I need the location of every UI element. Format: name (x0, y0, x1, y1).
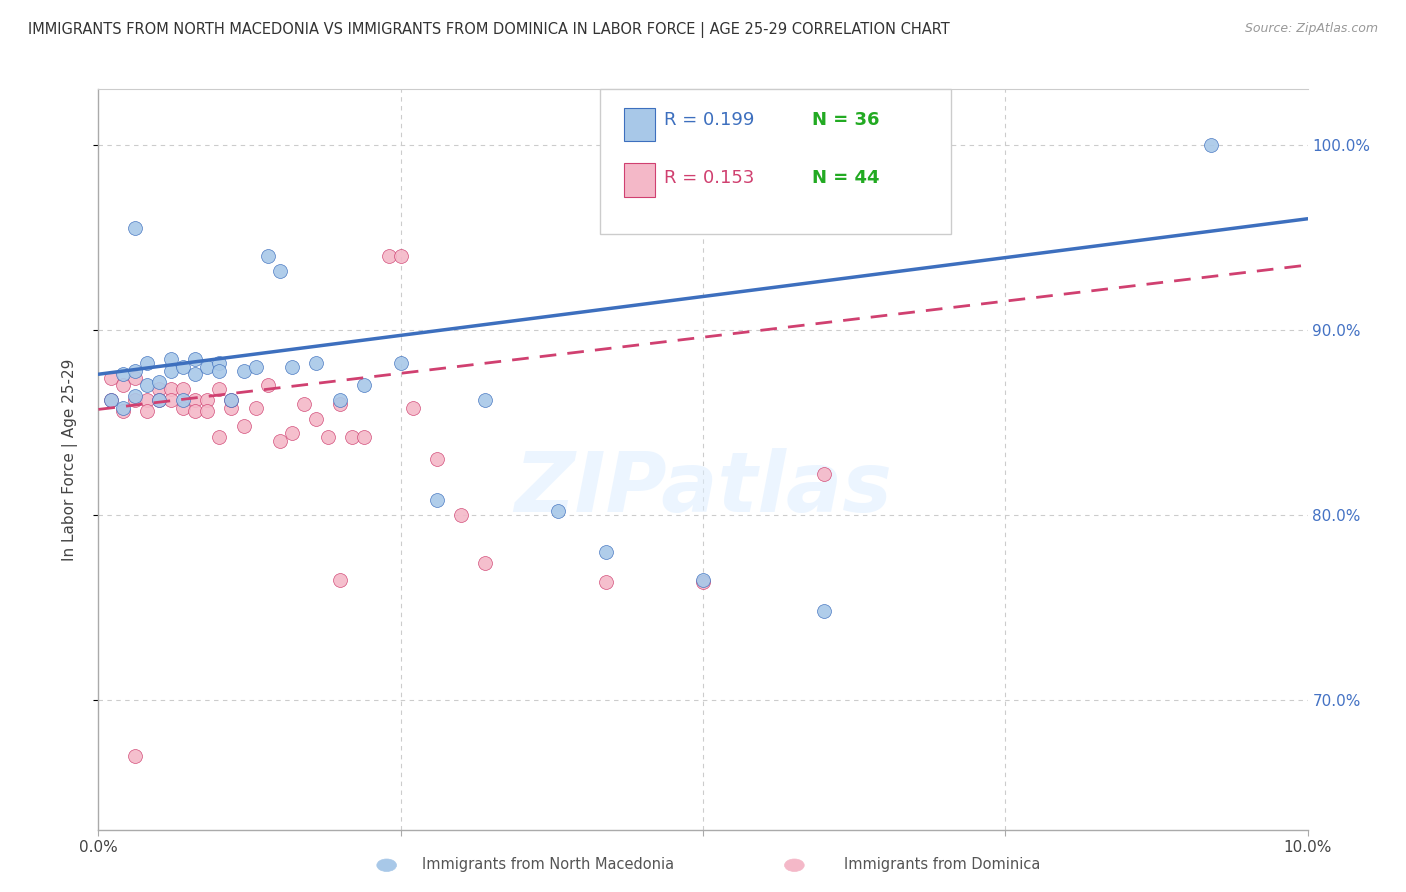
Point (377, 249, 399, 263)
Point (281, 426, 304, 441)
Point (100, 393, 122, 408)
Point (208, 363, 231, 377)
Point (269, 434, 291, 448)
Point (172, 401, 194, 415)
Point (342, 430, 364, 444)
Point (1199, 137, 1222, 152)
Point (100, 393, 122, 408)
Point (111, 404, 134, 418)
Point (329, 573, 352, 587)
Point (595, 545, 617, 559)
Point (389, 356, 412, 370)
Point (256, 378, 278, 392)
Point (353, 430, 375, 444)
Point (124, 221, 146, 235)
Point (135, 393, 157, 408)
Point (148, 393, 170, 408)
Point (208, 356, 231, 370)
Point (402, 401, 425, 415)
FancyBboxPatch shape (624, 108, 655, 141)
Text: N = 36: N = 36 (811, 112, 879, 129)
Point (160, 352, 183, 367)
Point (124, 748, 146, 763)
Point (692, 573, 714, 587)
Point (450, 508, 472, 522)
Point (100, 371, 122, 385)
Y-axis label: In Labor Force | Age 25-29: In Labor Force | Age 25-29 (62, 359, 77, 560)
Point (692, 574, 714, 589)
Point (195, 359, 218, 374)
Point (208, 430, 231, 444)
Point (111, 368, 134, 382)
Point (160, 382, 183, 396)
Text: R = 0.153: R = 0.153 (664, 169, 755, 187)
Point (148, 393, 170, 408)
Point (135, 404, 157, 418)
Point (595, 574, 617, 589)
Point (245, 359, 267, 374)
Text: Immigrants from Dominica: Immigrants from Dominica (844, 857, 1040, 872)
Point (184, 404, 207, 418)
FancyBboxPatch shape (600, 89, 950, 234)
Point (305, 356, 328, 370)
Point (316, 430, 339, 444)
Point (111, 378, 134, 392)
Point (124, 389, 146, 403)
Point (124, 371, 146, 385)
Point (184, 368, 207, 382)
Point (329, 397, 352, 411)
Point (172, 393, 194, 408)
Point (195, 393, 218, 408)
Point (160, 393, 183, 408)
Point (208, 382, 231, 396)
Point (245, 401, 267, 415)
Point (281, 359, 304, 374)
Point (305, 411, 328, 425)
Point (221, 393, 243, 408)
Point (474, 556, 496, 570)
Point (124, 363, 146, 377)
Point (232, 363, 254, 377)
Point (172, 382, 194, 396)
Point (184, 352, 207, 367)
Point (221, 393, 243, 408)
Point (135, 356, 157, 370)
Text: Source: ZipAtlas.com: Source: ZipAtlas.com (1244, 22, 1378, 36)
Text: ZIPatlas: ZIPatlas (515, 449, 891, 530)
Point (148, 375, 170, 389)
Point (329, 393, 352, 408)
Point (135, 378, 157, 392)
Point (232, 419, 254, 434)
Point (813, 467, 835, 482)
Point (221, 401, 243, 415)
Point (160, 363, 183, 377)
Point (474, 393, 496, 408)
Point (148, 382, 170, 396)
Point (426, 452, 449, 467)
Point (256, 249, 278, 263)
Point (426, 493, 449, 508)
FancyBboxPatch shape (624, 163, 655, 196)
Point (353, 378, 375, 392)
Text: R = 0.199: R = 0.199 (664, 112, 755, 129)
Text: IMMIGRANTS FROM NORTH MACEDONIA VS IMMIGRANTS FROM DOMINICA IN LABOR FORCE | AGE: IMMIGRANTS FROM NORTH MACEDONIA VS IMMIG… (28, 22, 950, 38)
Point (389, 249, 412, 263)
Point (184, 393, 207, 408)
Point (172, 359, 194, 374)
Text: Immigrants from North Macedonia: Immigrants from North Macedonia (422, 857, 673, 872)
Point (111, 401, 134, 415)
Point (195, 404, 218, 418)
Point (269, 263, 291, 277)
Point (813, 604, 835, 618)
Text: N = 44: N = 44 (811, 169, 879, 187)
Point (124, 393, 146, 408)
Point (547, 504, 569, 518)
Point (292, 397, 315, 411)
